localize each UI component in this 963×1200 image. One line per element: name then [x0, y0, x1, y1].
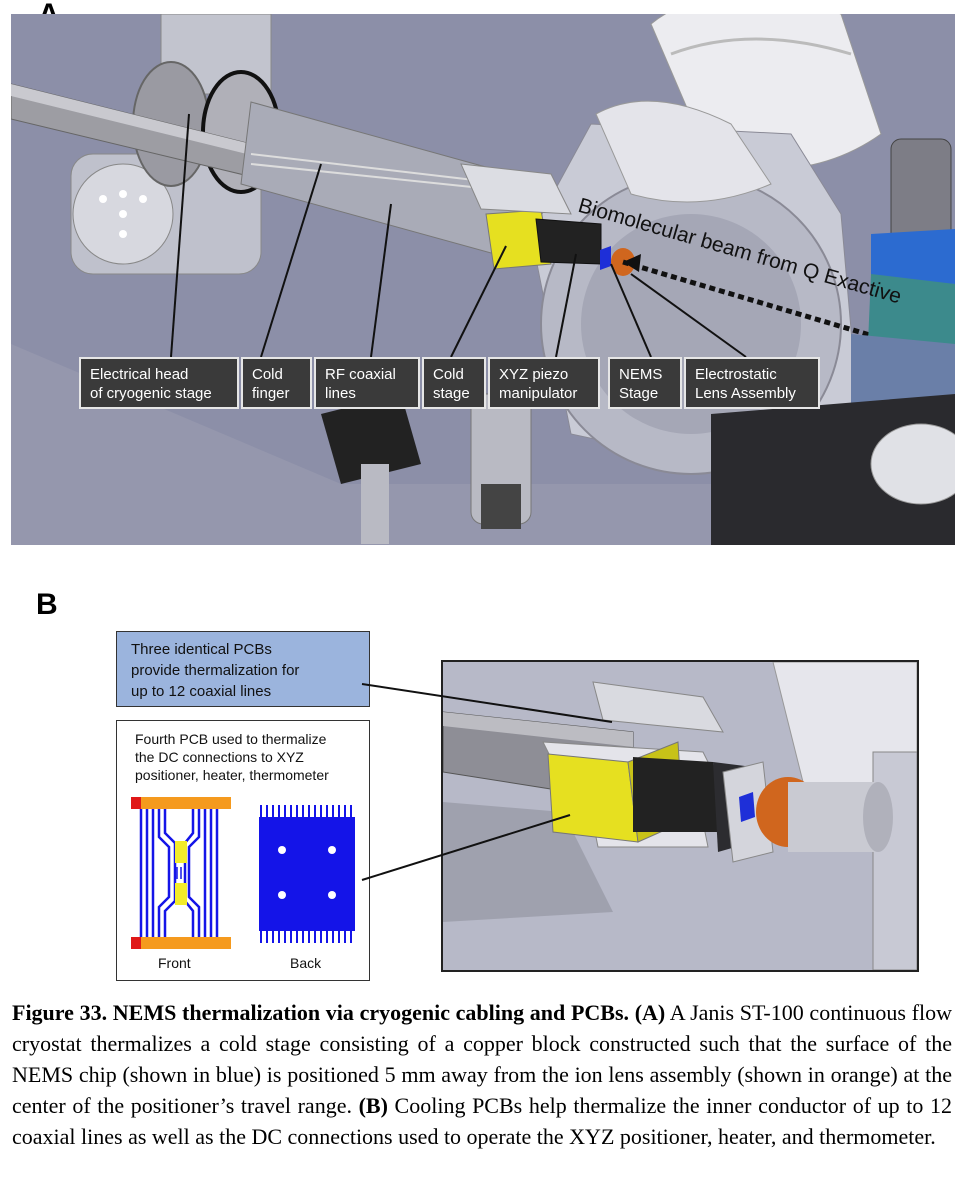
pcb-back-diagram — [259, 805, 355, 943]
dc-note: Fourth PCB used to thermalize the DC con… — [135, 731, 329, 783]
cold-stage-closeup — [443, 662, 917, 970]
label-rf-coaxial: RF coaxial lines — [314, 357, 420, 409]
label-cold-stage: Cold stage — [422, 357, 486, 409]
dc-pcb-box: Fourth PCB used to thermalize the DC con… — [116, 720, 370, 981]
panel-b-render — [441, 660, 919, 972]
label-nems-stage: NEMS Stage — [608, 357, 682, 409]
panel-b-letter: B — [36, 588, 58, 621]
label-electrostatic-lens: Electrostatic Lens Assembly — [684, 357, 820, 409]
caption-part-a-marker: (A) — [634, 1000, 666, 1025]
caption-part-b-text: Cooling PCBs help thermalize the inner c… — [12, 1093, 953, 1149]
label-xyz-piezo: XYZ piezo manipulator — [488, 357, 600, 409]
front-label: Front — [158, 955, 191, 971]
label-electrical-head: Electrical head of cryogenic stage — [79, 357, 239, 409]
pcb-note-box: Three identical PCBs provide thermalizat… — [116, 631, 370, 707]
label-cold-finger: Cold finger — [241, 357, 312, 409]
caption-title: Figure 33. NEMS thermalization via cryog… — [12, 1000, 630, 1025]
panel-a-render — [11, 14, 955, 545]
caption-part-a-text: A Janis ST-100 continuous flow cryostat … — [12, 1000, 952, 1118]
caption-part-b-marker: (B) — [358, 1093, 388, 1118]
figure-caption: Figure 33. NEMS thermalization via cryog… — [12, 997, 952, 1152]
back-label: Back — [290, 955, 322, 971]
pcb-front-diagram — [131, 797, 231, 949]
